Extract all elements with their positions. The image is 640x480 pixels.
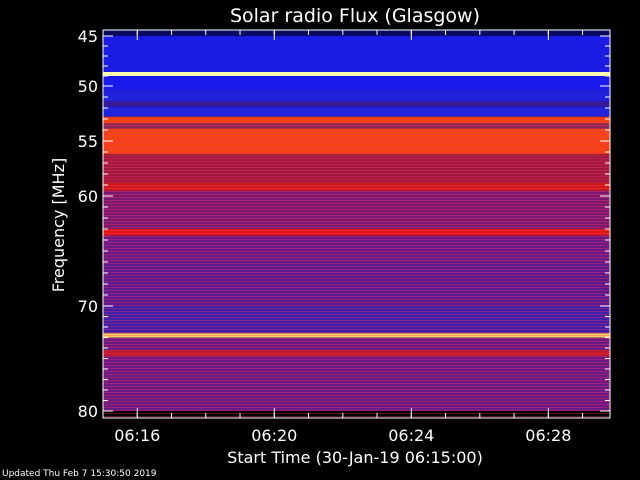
chart-title: Solar radio Flux (Glasgow)	[230, 5, 480, 27]
x-tick-label: 06:16	[114, 426, 160, 445]
plot-frame	[102, 29, 611, 419]
x-axis-label: Start Time (30-Jan-19 06:15:00)	[227, 448, 483, 467]
spectrogram-band	[103, 262, 610, 306]
spectrogram-band	[103, 36, 610, 72]
spectrogram-texture	[103, 119, 610, 417]
updated-timestamp: Updated Thu Feb 7 15:30:50 2019	[2, 469, 157, 479]
spectrogram-margin	[103, 30, 610, 36]
chart-axes: 06:16 06:20 06:24 06:28 45 50 55 60 70 80	[78, 27, 611, 445]
y-tick-label: 50	[78, 77, 98, 96]
x-tick-label: 06:24	[388, 426, 434, 445]
spectrogram-band	[103, 128, 610, 155]
spectrogram-band	[103, 337, 610, 351]
spectrogram-band	[103, 72, 610, 76]
spectrogram-band	[103, 154, 610, 183]
spectrogram-band	[103, 123, 610, 129]
y-tick-label: 70	[78, 297, 98, 316]
spectrogram-band	[103, 190, 610, 229]
spectrogram-band	[103, 306, 610, 334]
y-tick-label: 45	[78, 27, 98, 46]
spectrogram-band	[103, 90, 610, 102]
spectrogram-plot	[103, 30, 610, 417]
spectrogram-band	[103, 182, 610, 191]
spectrogram-band	[103, 116, 610, 124]
spectrogram-band	[103, 356, 610, 411]
x-tick-label: 06:20	[251, 426, 297, 445]
spectrogram-band	[103, 235, 610, 262]
spectrogram-band	[103, 350, 610, 357]
spectrogram-band	[103, 333, 610, 338]
y-tick-label: 80	[78, 402, 98, 421]
spectrogram-band	[103, 229, 610, 236]
y-tick-label: 60	[78, 187, 98, 206]
spectrogram-band	[103, 106, 610, 117]
y-axis-label: Frequency [MHz]	[49, 158, 68, 292]
spectrogram-band	[103, 101, 610, 107]
spectrogram-band	[103, 76, 610, 91]
y-tick-label: 55	[78, 132, 98, 151]
x-tick-label: 06:28	[525, 426, 571, 445]
